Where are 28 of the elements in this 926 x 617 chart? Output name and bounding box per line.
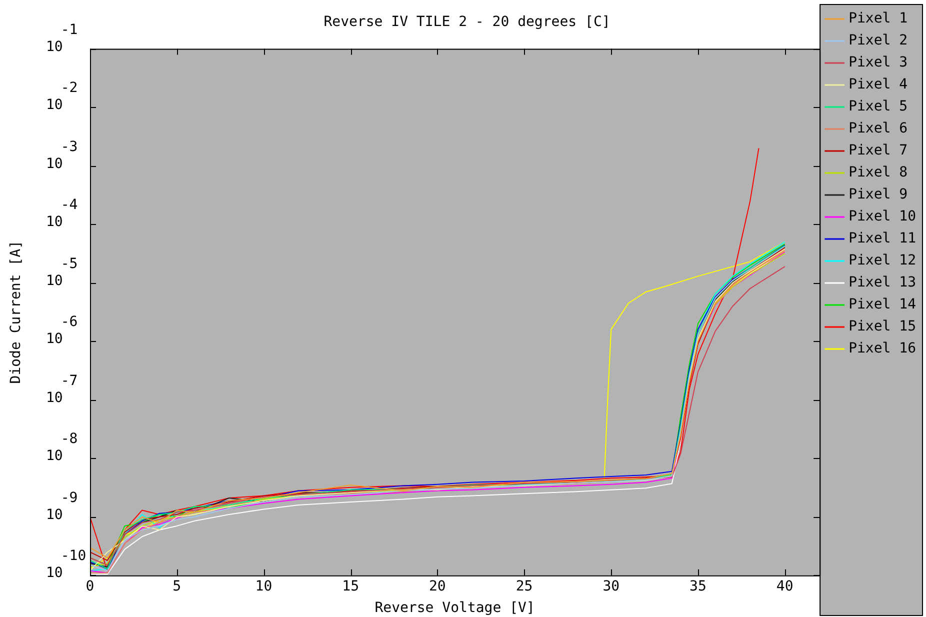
legend-label: Pixel 3 (848, 54, 908, 71)
legend-label: Pixel 12 (848, 252, 916, 269)
x-tick-label: 15 (342, 578, 359, 594)
x-tick-label: 40 (776, 578, 794, 594)
x-axis-title: Reverse Voltage [V] (374, 600, 535, 616)
x-tick-label: 0 (86, 578, 94, 594)
legend-label: Pixel 7 (848, 142, 908, 159)
legend-label: Pixel 13 (848, 274, 916, 291)
legend-label: Pixel 16 (848, 340, 916, 357)
legend-label: Pixel 14 (848, 296, 916, 313)
x-tick-label: 5 (172, 578, 182, 594)
legend-label: Pixel 11 (848, 230, 916, 247)
legend-label: Pixel 10 (848, 208, 916, 225)
x-tick-label: 35 (690, 578, 706, 594)
x-tick-label: 25 (516, 578, 533, 594)
legend-label: Pixel 6 (848, 120, 908, 137)
x-tick-label: 10 (255, 578, 272, 594)
legend-label: Pixel 5 (848, 98, 908, 115)
y-axis-title: Diode Current [A] (8, 240, 24, 384)
legend-label: Pixel 8 (848, 164, 908, 181)
x-tick-label: 20 (428, 578, 446, 594)
legend-label: Pixel 9 (848, 186, 908, 203)
chart-title: Reverse IV TILE 2 - 20 degrees [C] (324, 14, 610, 30)
legend-label: Pixel 4 (848, 76, 908, 93)
legend-label: Pixel 1 (848, 10, 908, 27)
legend-label: Pixel 15 (848, 318, 916, 335)
x-tick-label: 30 (602, 578, 620, 594)
legend-label: Pixel 2 (848, 32, 908, 49)
